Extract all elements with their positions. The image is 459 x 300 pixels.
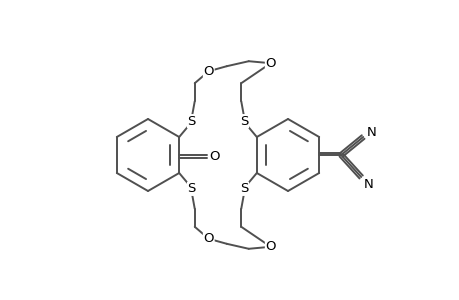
Text: O: O — [265, 240, 275, 253]
Text: N: N — [363, 178, 372, 190]
Text: S: S — [240, 182, 248, 195]
Text: O: O — [203, 65, 213, 78]
Text: O: O — [203, 232, 213, 245]
Text: S: S — [187, 182, 196, 195]
Text: S: S — [187, 115, 196, 128]
Text: O: O — [265, 57, 275, 70]
Text: S: S — [240, 115, 248, 128]
Text: N: N — [365, 125, 375, 139]
Text: O: O — [208, 149, 219, 163]
